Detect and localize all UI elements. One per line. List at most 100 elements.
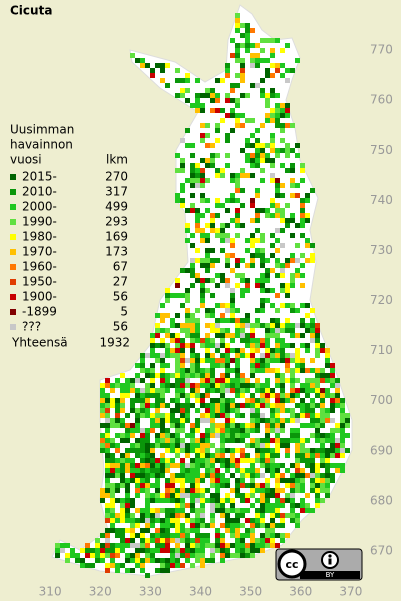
observation-cell [340, 433, 345, 438]
observation-cell [160, 548, 165, 553]
observation-cell [260, 148, 265, 153]
observation-cell [315, 493, 320, 498]
observation-cell [190, 393, 195, 398]
observation-cell [150, 413, 155, 418]
observation-cell [200, 513, 205, 518]
observation-cell [345, 448, 350, 453]
observation-cell [185, 228, 190, 233]
observation-cell [125, 458, 130, 463]
observation-cell [225, 368, 230, 373]
observation-cell [180, 503, 185, 508]
observation-cell [230, 83, 235, 88]
observation-cell [155, 528, 160, 533]
observation-cell [220, 318, 225, 323]
observation-cell [260, 493, 265, 498]
observation-cell [320, 408, 325, 413]
observation-cell [230, 303, 235, 308]
observation-cell [170, 553, 175, 558]
observation-cell [185, 398, 190, 403]
observation-cell [200, 393, 205, 398]
observation-cell [285, 223, 290, 228]
observation-cell [245, 458, 250, 463]
observation-cell [265, 328, 270, 333]
observation-cell [270, 38, 275, 43]
observation-cell [245, 323, 250, 328]
observation-cell [175, 193, 180, 198]
observation-cell [235, 513, 240, 518]
observation-cell [195, 473, 200, 478]
observation-cell [225, 458, 230, 463]
observation-cell [280, 403, 285, 408]
observation-cell [220, 498, 225, 503]
observation-cell [255, 213, 260, 218]
observation-cell [265, 533, 270, 538]
observation-cell [185, 328, 190, 333]
observation-cell [260, 548, 265, 553]
observation-cell [115, 528, 120, 533]
observation-cell [240, 493, 245, 498]
observation-cell [155, 458, 160, 463]
observation-cell [250, 473, 255, 478]
observation-cell [200, 503, 205, 508]
observation-cell [180, 343, 185, 348]
observation-cell [330, 378, 335, 383]
observation-cell [295, 363, 300, 368]
y-tick-label: 700 [370, 393, 393, 407]
observation-cell [255, 63, 260, 68]
observation-cell [175, 68, 180, 73]
observation-cell [200, 493, 205, 498]
observation-cell [195, 488, 200, 493]
observation-cell [195, 398, 200, 403]
x-tick-label: 330 [139, 585, 162, 599]
observation-cell [175, 373, 180, 378]
observation-cell [225, 373, 230, 378]
observation-cell [260, 473, 265, 478]
observation-cell [160, 538, 165, 543]
observation-cell [270, 63, 275, 68]
observation-cell [215, 383, 220, 388]
observation-cell [285, 43, 290, 48]
observation-cell [140, 398, 145, 403]
observation-cell [275, 428, 280, 433]
observation-cell [210, 508, 215, 513]
observation-cell [255, 498, 260, 503]
observation-cell [280, 73, 285, 78]
observation-cell [260, 158, 265, 163]
observation-cell [225, 223, 230, 228]
observation-cell [190, 543, 195, 548]
observation-cell [250, 373, 255, 378]
observation-cell [175, 543, 180, 548]
observation-cell [300, 403, 305, 408]
observation-cell [125, 508, 130, 513]
observation-cell [105, 513, 110, 518]
observation-cell [125, 528, 130, 533]
legend-count: 317 [105, 185, 128, 199]
observation-cell [190, 183, 195, 188]
observation-cell [325, 453, 330, 458]
observation-cell [195, 223, 200, 228]
observation-cell [110, 388, 115, 393]
observation-cell [295, 193, 300, 198]
observation-cell [145, 458, 150, 463]
observation-cell [325, 473, 330, 478]
observation-cell [175, 383, 180, 388]
observation-cell [275, 433, 280, 438]
legend-count: 293 [105, 215, 128, 229]
observation-cell [210, 373, 215, 378]
observation-cell [285, 453, 290, 458]
observation-cell [110, 493, 115, 498]
observation-cell [290, 408, 295, 413]
observation-cell [200, 178, 205, 183]
observation-cell [265, 428, 270, 433]
observation-cell [245, 313, 250, 318]
observation-cell [285, 418, 290, 423]
observation-cell [195, 258, 200, 263]
observation-cell [215, 343, 220, 348]
observation-cell [270, 453, 275, 458]
observation-cell [125, 383, 130, 388]
observation-cell [235, 233, 240, 238]
observation-cell [160, 458, 165, 463]
observation-cell [180, 383, 185, 388]
observation-cell [315, 448, 320, 453]
observation-cell [280, 323, 285, 328]
